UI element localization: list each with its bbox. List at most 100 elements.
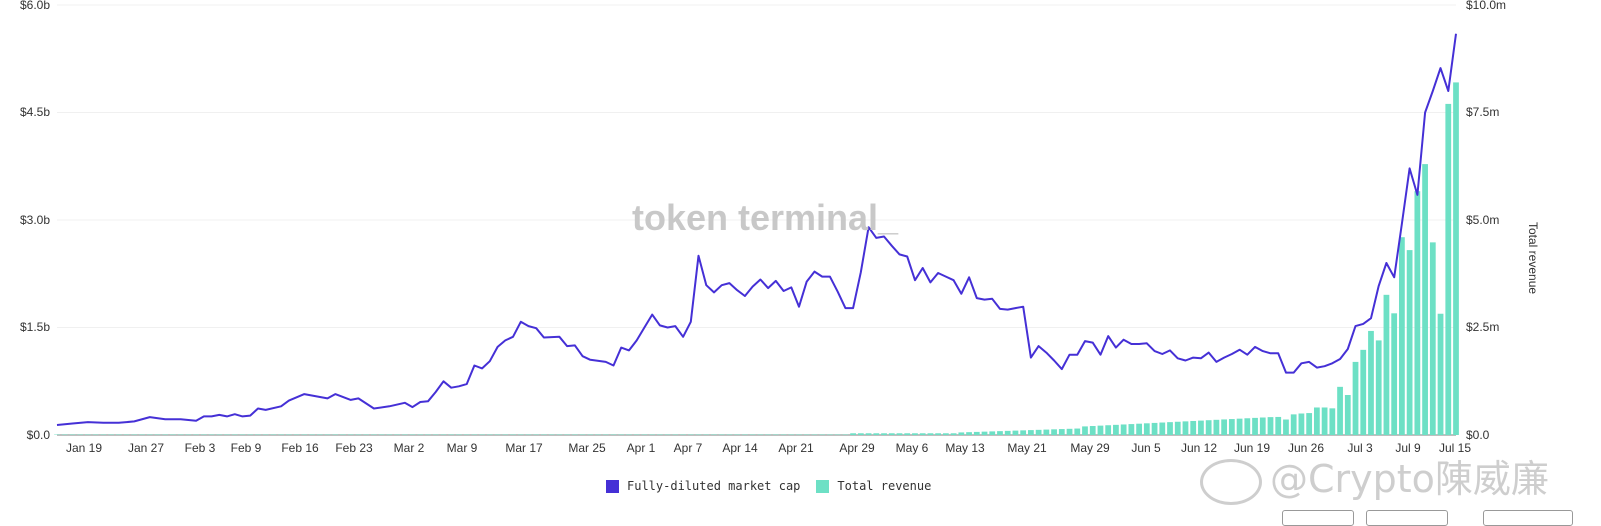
revenue-bar <box>1090 426 1096 435</box>
revenue-bar <box>1074 429 1080 435</box>
x-axis-tick: Jun 5 <box>1131 441 1160 455</box>
revenue-bar <box>1422 164 1428 435</box>
revenue-bar <box>951 433 957 435</box>
revenue-bar <box>889 433 895 435</box>
revenue-bar <box>1152 423 1158 435</box>
x-axis-tick: Mar 17 <box>505 441 542 455</box>
revenue-bar <box>1198 421 1204 435</box>
x-axis-tick: May 13 <box>945 441 984 455</box>
revenue-bar <box>1291 414 1297 435</box>
revenue-bar <box>912 433 918 435</box>
revenue-bar <box>897 433 903 435</box>
social-watermark-text: @Crypto陳威廉 <box>1270 457 1549 501</box>
revenue-bar <box>1329 408 1335 435</box>
revenue-bar <box>1453 82 1459 435</box>
revenue-bar <box>1082 426 1088 435</box>
x-axis-tick: Apr 1 <box>627 441 656 455</box>
revenue-bar <box>1051 429 1057 435</box>
x-axis-tick: Apr 21 <box>778 441 813 455</box>
revenue-bar <box>1337 387 1343 435</box>
right-axis-tick: $5.0m <box>1466 213 1499 227</box>
revenue-bar <box>958 432 964 435</box>
revenue-bar <box>1252 418 1258 435</box>
revenue-bar <box>1167 422 1173 435</box>
revenue-bar <box>1067 429 1073 435</box>
legend-label: Fully-diluted market cap <box>627 479 800 493</box>
left-axis-tick: $1.5b <box>0 320 50 334</box>
revenue-bar <box>1159 423 1165 435</box>
x-axis-tick: Mar 9 <box>447 441 478 455</box>
chart-legend: Fully-diluted market cap Total revenue <box>606 479 941 493</box>
revenue-bar <box>866 433 872 435</box>
revenue-bar <box>1445 104 1451 435</box>
revenue-bar <box>873 433 879 435</box>
x-axis-tick: Apr 7 <box>674 441 703 455</box>
x-axis-tick: Jan 27 <box>128 441 164 455</box>
revenue-bar <box>1121 424 1127 435</box>
revenue-bar <box>1360 350 1366 435</box>
revenue-bar <box>1183 421 1189 435</box>
revenue-bar <box>1036 430 1042 435</box>
range-button[interactable] <box>1483 510 1573 526</box>
revenue-bar <box>1144 423 1150 435</box>
revenue-bar <box>982 432 988 435</box>
revenue-bar <box>974 432 980 435</box>
revenue-bar <box>989 431 995 435</box>
revenue-bar <box>943 433 949 435</box>
legend-item-market-cap[interactable]: Fully-diluted market cap <box>606 479 800 493</box>
revenue-bar <box>1322 407 1328 435</box>
left-axis-tick: $3.0b <box>0 213 50 227</box>
x-axis-tick: Feb 9 <box>231 441 262 455</box>
x-axis-tick: Feb 23 <box>335 441 372 455</box>
revenue-bar <box>935 433 941 435</box>
revenue-bar <box>1438 314 1444 435</box>
revenue-bar <box>1430 242 1436 435</box>
legend-label: Total revenue <box>837 479 931 493</box>
right-axis-tick: $10.0m <box>1466 0 1506 12</box>
right-axis-tick: $2.5m <box>1466 320 1499 334</box>
revenue-bar <box>1384 295 1390 435</box>
revenue-bar <box>1237 419 1243 435</box>
weibo-logo-icon <box>1200 459 1262 505</box>
revenue-bar <box>850 433 856 435</box>
revenue-bar <box>1414 191 1420 435</box>
social-watermark: @Crypto陳威廉 <box>1200 448 1549 505</box>
range-button[interactable] <box>1282 510 1354 526</box>
revenue-bar <box>1376 340 1382 435</box>
x-axis-tick: Mar 2 <box>394 441 425 455</box>
revenue-bar <box>1407 250 1413 435</box>
revenue-bar <box>1175 422 1181 435</box>
revenue-bar <box>1399 237 1405 435</box>
revenue-bar <box>1268 417 1274 435</box>
revenue-bar <box>1306 413 1312 435</box>
revenue-bar <box>1136 424 1142 435</box>
revenue-bar <box>881 433 887 435</box>
right-axis-title: Total revenue <box>1526 222 1540 294</box>
revenue-bar <box>1391 313 1397 435</box>
x-axis-tick: Feb 3 <box>185 441 216 455</box>
left-axis-tick: $6.0b <box>0 0 50 12</box>
revenue-bar <box>928 433 934 435</box>
left-axis-tick: $0.0 <box>0 428 50 442</box>
token-terminal-watermark: token terminal_ <box>632 197 898 239</box>
range-button[interactable] <box>1366 510 1448 526</box>
x-axis-tick: May 29 <box>1070 441 1109 455</box>
revenue-bar <box>1043 430 1049 435</box>
legend-item-revenue[interactable]: Total revenue <box>816 479 931 493</box>
revenue-bar <box>920 433 926 435</box>
x-axis-tick: Apr 29 <box>839 441 874 455</box>
x-axis-tick: Feb 16 <box>281 441 318 455</box>
revenue-bar <box>1275 417 1281 435</box>
revenue-bar <box>1314 407 1320 435</box>
revenue-bar <box>1013 431 1019 435</box>
revenue-bar <box>1221 419 1227 435</box>
x-axis-tick: May 21 <box>1007 441 1046 455</box>
revenue-bar <box>1113 425 1119 435</box>
revenue-bar <box>1028 430 1034 435</box>
revenue-bar <box>1283 420 1289 435</box>
left-axis-tick: $4.5b <box>0 105 50 119</box>
x-axis-tick: May 6 <box>896 441 929 455</box>
revenue-bar <box>1128 424 1134 435</box>
revenue-bar <box>1353 362 1359 435</box>
